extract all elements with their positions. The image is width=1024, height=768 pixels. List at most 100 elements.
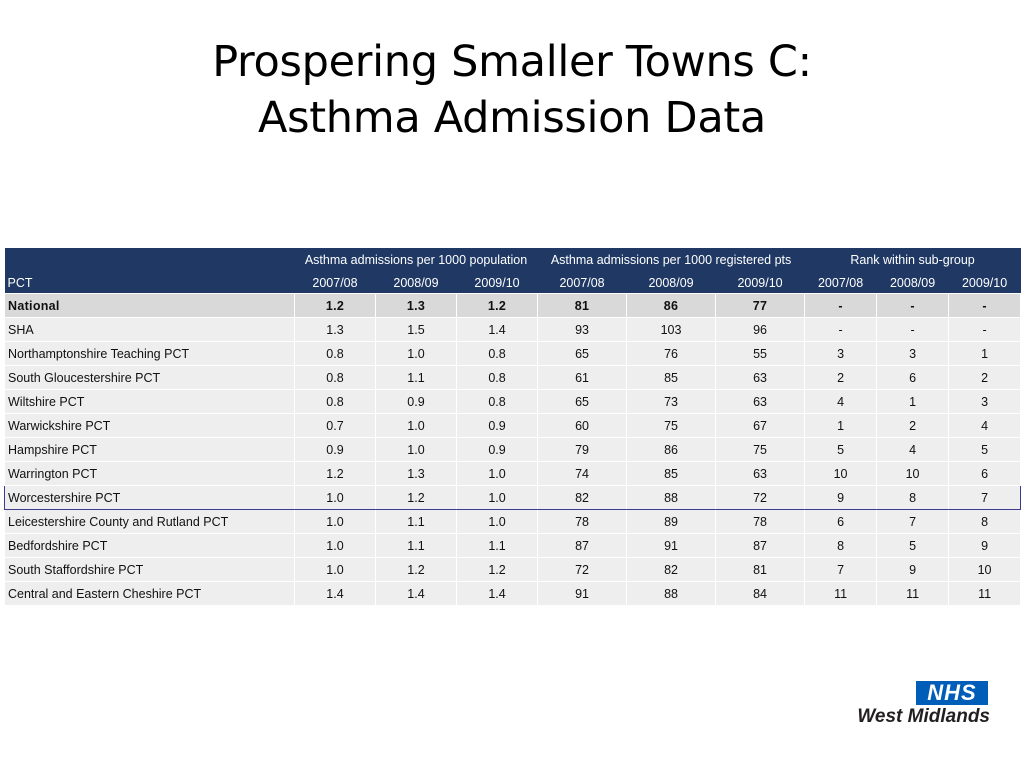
table-cell: 2 bbox=[876, 413, 950, 438]
table-cell: 65 bbox=[537, 389, 628, 414]
table-cell: 81 bbox=[537, 293, 628, 318]
table-cell: 8 bbox=[948, 509, 1022, 534]
table-cell: 7 bbox=[948, 485, 1022, 510]
table-cell: 88 bbox=[626, 581, 717, 606]
column-header-year: 2007/08 bbox=[537, 272, 627, 294]
table-cell: 85 bbox=[626, 365, 717, 390]
table-cell: 72 bbox=[537, 557, 628, 582]
table-cell: 0.8 bbox=[294, 341, 376, 366]
nhs-logo-box: NHS bbox=[916, 681, 988, 705]
row-pct-name: South Staffordshire PCT bbox=[4, 557, 295, 582]
table-cell: 0.9 bbox=[455, 413, 539, 438]
table-cell: 65 bbox=[537, 341, 628, 366]
table-cell: 0.9 bbox=[455, 437, 539, 462]
table-cell: 0.8 bbox=[455, 341, 539, 366]
table-row: Hampshire PCT 0.9 1.0 0.9 79 86 75 5 4 5 bbox=[4, 437, 1022, 462]
table-cell: 1.1 bbox=[375, 509, 457, 534]
table-cell: 1.2 bbox=[294, 293, 376, 318]
table-cell: 1 bbox=[876, 389, 950, 414]
table-cell: 55 bbox=[715, 341, 806, 366]
table-cell: - bbox=[804, 293, 878, 318]
table-cell: 81 bbox=[715, 557, 806, 582]
table-cell: 1.2 bbox=[294, 461, 376, 486]
table-cell: 96 bbox=[715, 317, 806, 342]
table-cell: 1.2 bbox=[455, 557, 539, 582]
column-header-year: 2009/10 bbox=[948, 272, 1021, 294]
row-pct-name: SHA bbox=[4, 317, 295, 342]
column-header-year: 2009/10 bbox=[715, 272, 805, 294]
table-cell: 91 bbox=[626, 533, 717, 558]
table-cell: 9 bbox=[876, 557, 950, 582]
table-cell: - bbox=[948, 293, 1022, 318]
table-cell: 0.8 bbox=[294, 389, 376, 414]
table-cell: 60 bbox=[537, 413, 628, 438]
table-cell: 1.0 bbox=[455, 485, 539, 510]
row-pct-name: Worcestershire PCT bbox=[4, 485, 295, 510]
table-row: Warwickshire PCT 0.7 1.0 0.9 60 75 67 1 2 4 bbox=[4, 413, 1022, 438]
table-cell: 1 bbox=[948, 341, 1022, 366]
table-row: Wiltshire PCT 0.8 0.9 0.8 65 73 63 4 1 3 bbox=[4, 389, 1022, 414]
table-cell: 6 bbox=[948, 461, 1022, 486]
column-header-year: 2007/08 bbox=[294, 272, 376, 294]
column-header-pct: PCT bbox=[4, 272, 295, 294]
table-cell: 82 bbox=[626, 557, 717, 582]
table-cell: 1.4 bbox=[375, 581, 457, 606]
table-row: Bedfordshire PCT 1.0 1.1 1.1 87 91 87 8 5 9 bbox=[4, 533, 1022, 558]
table-cell: 1.0 bbox=[294, 509, 376, 534]
column-header-year: 2008/09 bbox=[876, 272, 949, 294]
column-header-year: 2008/09 bbox=[626, 272, 716, 294]
table-cell: 1.5 bbox=[375, 317, 457, 342]
table-cell: 10 bbox=[876, 461, 950, 486]
row-pct-name: Central and Eastern Cheshire PCT bbox=[4, 581, 295, 606]
table-cell: 87 bbox=[537, 533, 628, 558]
table-body: National 1.2 1.3 1.2 81 86 77- - - SHA 1.3 1.5 1.4 93… bbox=[4, 293, 1022, 606]
table-cell: 61 bbox=[537, 365, 628, 390]
table-cell: 1.3 bbox=[375, 293, 457, 318]
table-cell: - bbox=[876, 317, 950, 342]
table-cell: 11 bbox=[948, 581, 1022, 606]
column-header-year: 2007/08 bbox=[804, 272, 877, 294]
table-cell: 1.0 bbox=[455, 461, 539, 486]
table-cell: 93 bbox=[537, 317, 628, 342]
row-pct-name: Leicestershire County and Rutland PCT bbox=[4, 509, 295, 534]
table-cell: - bbox=[948, 317, 1022, 342]
table-cell: 89 bbox=[626, 509, 717, 534]
row-pct-name: South Gloucestershire PCT bbox=[4, 365, 295, 390]
table-cell: 1.0 bbox=[455, 509, 539, 534]
table-row: Leicestershire County and Rutland PCT 1.0… bbox=[4, 509, 1022, 534]
table-cell: 2 bbox=[804, 365, 878, 390]
table-cell: 5 bbox=[948, 437, 1022, 462]
table-cell: 103 bbox=[626, 317, 717, 342]
table-cell: 63 bbox=[715, 461, 806, 486]
table-cell: 5 bbox=[876, 533, 950, 558]
table-year-header-row: PCT 2007/08 2008/09 2009/10 2007/08 2008… bbox=[4, 272, 1021, 294]
group-header-per-population: Asthma admissions per 1000 population bbox=[294, 248, 538, 272]
table-cell: 76 bbox=[626, 341, 717, 366]
nhs-west-midlands-logo: NHS West Midlands bbox=[822, 681, 990, 729]
group-header-rank: Rank within sub-group bbox=[804, 248, 1021, 272]
table-cell: 77 bbox=[715, 293, 806, 318]
table-row: Worcestershire PCT 1.0 1.2 1.0 82 88 72 9 8 7 bbox=[4, 485, 1022, 510]
table-row: Northamptonshire Teaching PCT 0.8 1.0 0.8 65… bbox=[4, 341, 1022, 366]
table-cell: 3 bbox=[948, 389, 1022, 414]
table-cell: 1.4 bbox=[294, 581, 376, 606]
column-header-year: 2008/09 bbox=[375, 272, 457, 294]
slide-title: Prospering Smaller Towns C: Asthma Admis… bbox=[0, 34, 1024, 146]
table-cell: 11 bbox=[804, 581, 878, 606]
table-cell: 1.3 bbox=[294, 317, 376, 342]
table-cell: 0.8 bbox=[294, 365, 376, 390]
header-blank-cell bbox=[4, 248, 295, 272]
table-cell: 0.9 bbox=[294, 437, 376, 462]
table-cell: 6 bbox=[804, 509, 878, 534]
asthma-admissions-table: Asthma admissions per 1000 population As… bbox=[4, 248, 1022, 606]
table-cell: 74 bbox=[537, 461, 628, 486]
table-row: Warrington PCT 1.2 1.3 1.0 74 85 63 10 10 6 bbox=[4, 461, 1022, 486]
table-cell: 85 bbox=[626, 461, 717, 486]
row-pct-name: Wiltshire PCT bbox=[4, 389, 295, 414]
table-cell: 4 bbox=[948, 413, 1022, 438]
table-cell: 9 bbox=[804, 485, 878, 510]
table-cell: 1.0 bbox=[294, 485, 376, 510]
table-cell: 11 bbox=[876, 581, 950, 606]
row-pct-name: Warrington PCT bbox=[4, 461, 295, 486]
table-cell: 1.1 bbox=[375, 533, 457, 558]
